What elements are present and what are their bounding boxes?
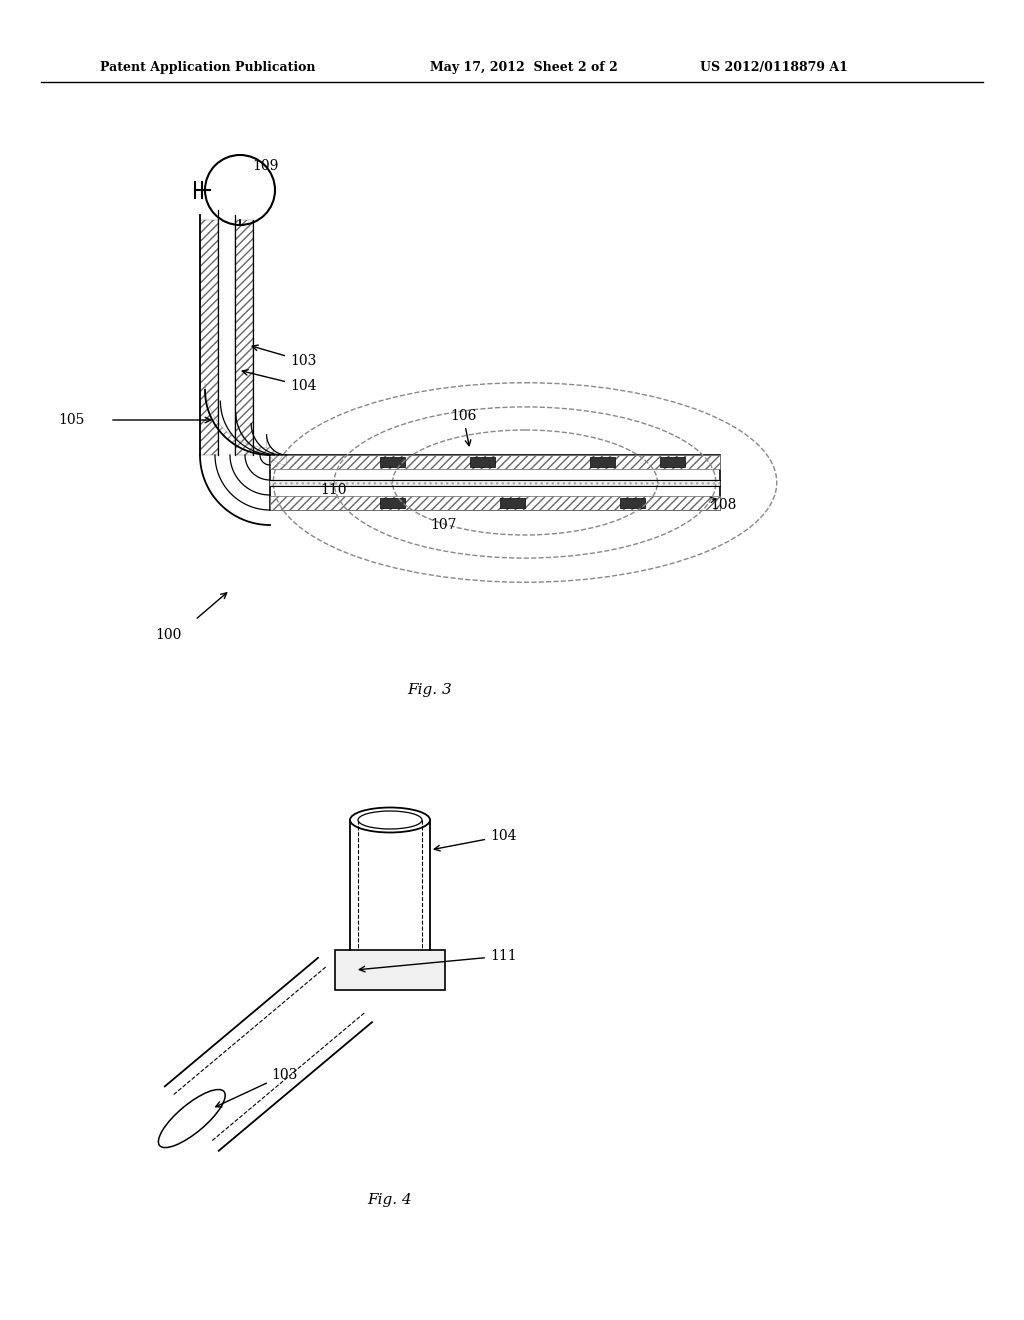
Text: 108: 108 <box>710 498 736 512</box>
Text: 111: 111 <box>359 949 517 972</box>
Text: Fig. 4: Fig. 4 <box>368 1193 413 1206</box>
Text: 109: 109 <box>252 158 279 173</box>
Text: US 2012/0118879 A1: US 2012/0118879 A1 <box>700 62 848 74</box>
Text: Fig. 3: Fig. 3 <box>408 682 453 697</box>
Text: 103: 103 <box>216 1068 298 1107</box>
Text: 110: 110 <box>319 483 346 498</box>
Bar <box>620 498 645 508</box>
Text: 106: 106 <box>450 409 476 446</box>
Bar <box>500 498 525 508</box>
Text: May 17, 2012  Sheet 2 of 2: May 17, 2012 Sheet 2 of 2 <box>430 62 617 74</box>
Bar <box>660 457 685 467</box>
Text: 107: 107 <box>430 517 457 532</box>
Bar <box>335 950 445 990</box>
Text: 104: 104 <box>243 370 316 393</box>
Ellipse shape <box>159 1089 225 1147</box>
Ellipse shape <box>358 810 422 829</box>
FancyBboxPatch shape <box>270 455 720 510</box>
Text: 104: 104 <box>434 829 516 851</box>
Text: Patent Application Publication: Patent Application Publication <box>100 62 315 74</box>
Bar <box>590 457 615 467</box>
Bar <box>380 498 406 508</box>
Text: 100: 100 <box>155 628 181 642</box>
Text: 103: 103 <box>252 345 316 368</box>
Bar <box>380 457 406 467</box>
Text: 105: 105 <box>58 413 85 426</box>
Bar <box>470 457 495 467</box>
Ellipse shape <box>350 808 430 833</box>
